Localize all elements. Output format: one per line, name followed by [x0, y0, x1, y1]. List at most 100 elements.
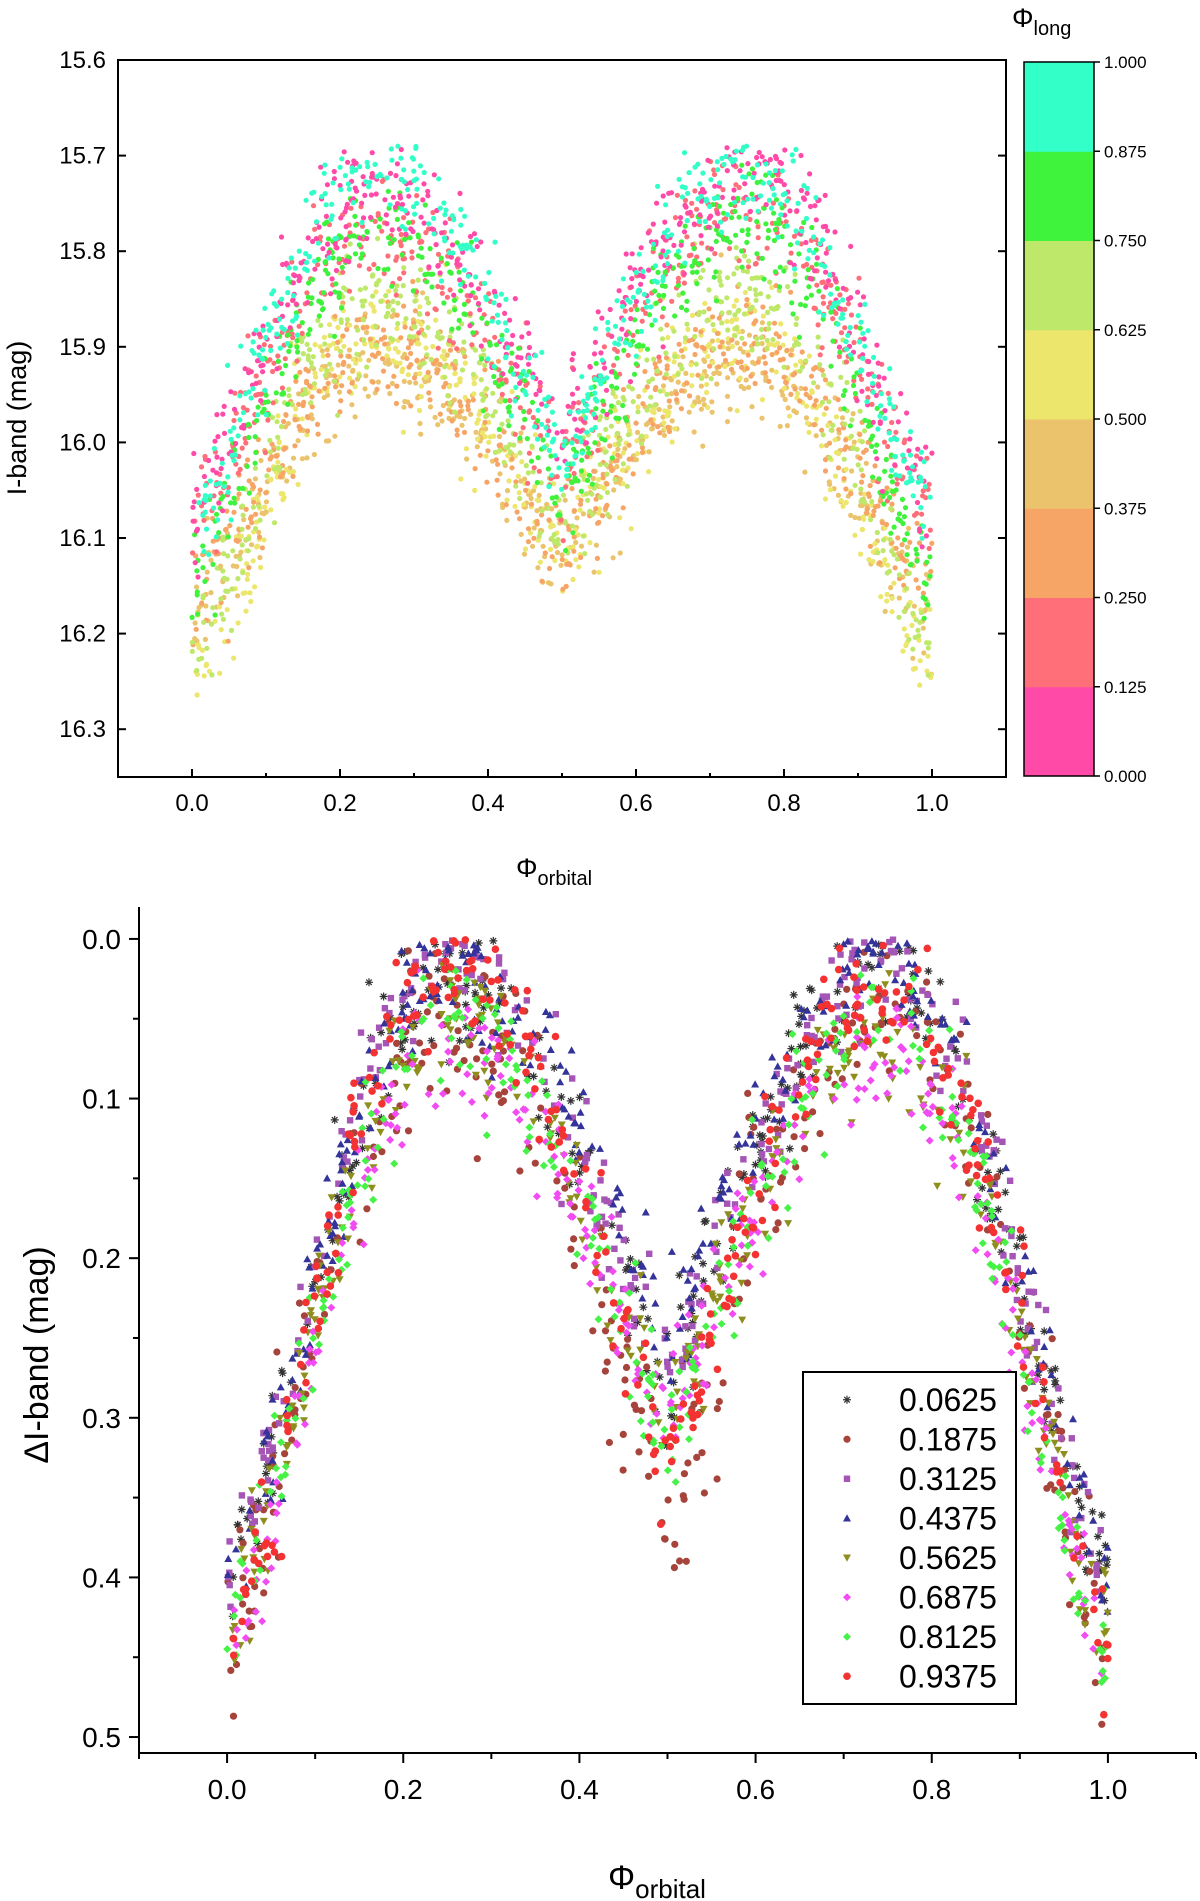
top-point	[915, 627, 921, 633]
top-point	[259, 347, 266, 353]
bottom-point	[1058, 1435, 1065, 1442]
top-point	[277, 345, 283, 351]
bottom-point	[664, 1496, 672, 1504]
top-point	[288, 255, 294, 261]
top-point	[246, 490, 252, 496]
top-point	[290, 335, 296, 341]
bottom-point	[947, 1043, 954, 1050]
top-point	[726, 245, 733, 252]
top-point	[753, 297, 759, 303]
top-point	[512, 296, 518, 302]
top-point	[668, 391, 675, 397]
top-point	[751, 320, 757, 326]
top-point	[418, 245, 424, 251]
top-point	[619, 467, 626, 473]
top-point	[586, 450, 592, 456]
bottom-point	[455, 1036, 464, 1045]
top-point	[227, 428, 233, 434]
top-point	[860, 352, 866, 358]
top-point	[749, 347, 755, 353]
top-point	[554, 549, 561, 556]
top-point	[583, 491, 590, 497]
top-point	[857, 302, 863, 308]
top-point	[213, 511, 220, 517]
top-point	[731, 187, 737, 193]
top-point	[593, 482, 599, 488]
top-point	[240, 512, 246, 518]
bottom-point	[643, 1363, 651, 1371]
top-point	[519, 459, 525, 465]
top-point	[494, 312, 500, 318]
top-point	[520, 425, 526, 431]
top-point	[210, 538, 216, 544]
top-point	[291, 272, 297, 278]
top-point	[546, 483, 552, 490]
top-point	[759, 326, 765, 333]
top-point	[218, 596, 224, 602]
top-point	[369, 170, 375, 177]
top-point	[262, 399, 268, 405]
top-point	[402, 324, 408, 330]
top-point	[743, 377, 749, 383]
top-point	[811, 422, 817, 428]
top-series-2	[190, 278, 935, 648]
top-point	[701, 402, 707, 408]
top-point	[401, 303, 407, 309]
top-point	[324, 367, 330, 374]
top-point	[228, 627, 235, 634]
top-point	[431, 172, 437, 178]
top-point	[722, 363, 728, 370]
bottom-point	[676, 1303, 685, 1312]
top-point	[539, 401, 545, 407]
top-point	[927, 606, 933, 612]
top-point	[537, 380, 543, 386]
top-point	[221, 403, 227, 409]
top-point	[499, 332, 505, 338]
top-point	[753, 292, 759, 298]
top-point	[517, 380, 523, 386]
top-point	[779, 168, 785, 174]
top-point	[712, 251, 718, 257]
colorbar-tick-label: 1.000	[1104, 53, 1147, 72]
top-point	[763, 202, 769, 208]
top-point	[604, 489, 611, 496]
top-point	[763, 161, 769, 167]
top-point	[828, 282, 834, 288]
top-point	[782, 331, 788, 337]
top-point	[246, 565, 252, 571]
top-point	[486, 291, 492, 297]
top-point	[258, 564, 264, 571]
top-point	[650, 421, 656, 427]
top-point	[900, 452, 906, 458]
bottom-point	[619, 1430, 627, 1438]
top-point	[190, 504, 196, 510]
top-point	[724, 318, 730, 324]
top-point	[298, 260, 304, 266]
top-point	[545, 394, 552, 400]
bottom-point	[269, 1444, 276, 1451]
top-point	[341, 359, 347, 365]
top-point	[769, 351, 775, 358]
top-point	[416, 407, 423, 414]
colorbar-tick-label: 0.750	[1104, 232, 1147, 251]
top-point	[416, 330, 422, 336]
top-point	[540, 543, 546, 549]
top-point	[305, 235, 311, 241]
bottom-point	[765, 1145, 773, 1153]
bottom-point	[898, 965, 906, 972]
top-point	[480, 397, 486, 403]
top-point	[449, 326, 455, 332]
top-point	[605, 319, 611, 326]
top-point	[655, 183, 661, 189]
top-point	[365, 164, 371, 170]
top-point	[635, 329, 641, 335]
top-point	[203, 603, 209, 609]
top-point	[234, 563, 240, 570]
top-point	[855, 462, 861, 468]
top-point	[273, 390, 279, 396]
top-point	[548, 453, 554, 459]
top-point	[739, 364, 745, 370]
top-point	[250, 339, 256, 345]
top-point	[600, 408, 606, 414]
top-point	[217, 480, 223, 486]
